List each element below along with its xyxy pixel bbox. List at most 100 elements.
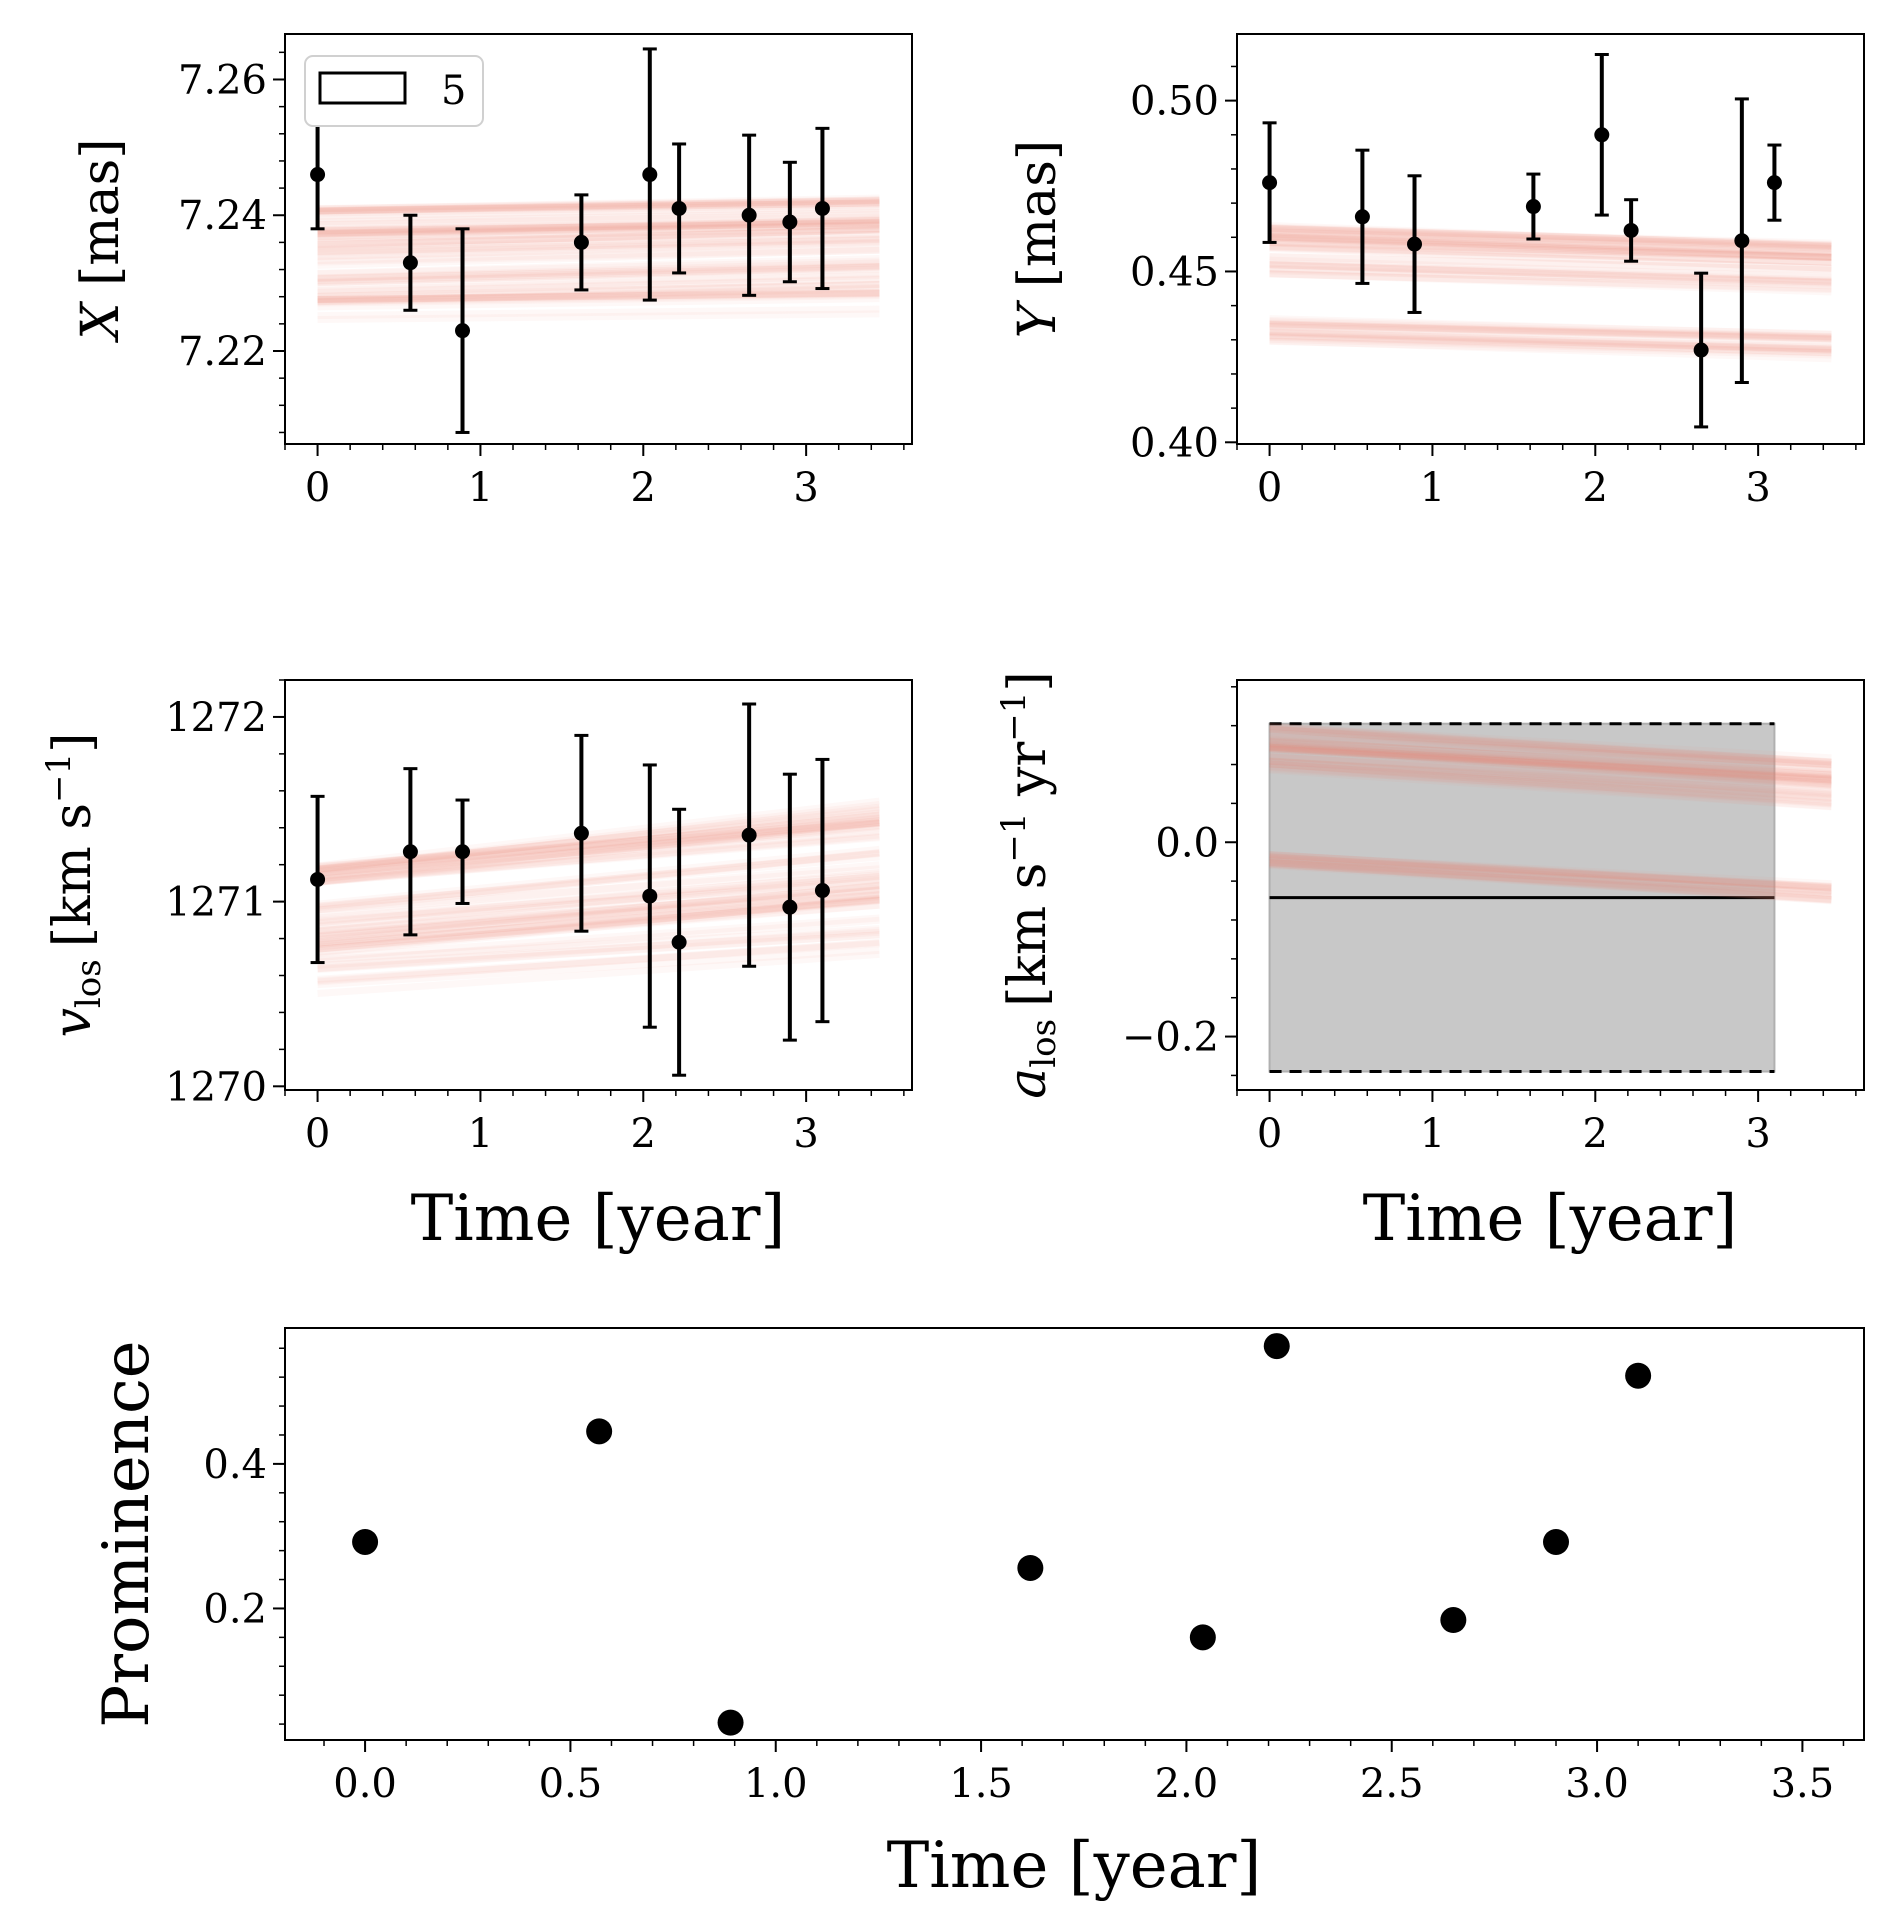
- legend: 5: [304, 55, 484, 127]
- model-lines: [317, 797, 880, 997]
- x-tick-label: 1: [468, 1111, 493, 1157]
- model-line: [1269, 743, 1832, 788]
- model-line: [1269, 765, 1832, 804]
- model-line: [317, 931, 880, 973]
- model-line: [1269, 753, 1832, 790]
- model-line: [1269, 318, 1832, 341]
- model-line: [317, 940, 880, 985]
- model-line: [317, 926, 880, 973]
- model-line: [317, 196, 880, 215]
- x-tick-label: 1: [468, 465, 493, 511]
- data-marker: [1407, 236, 1423, 252]
- model-line: [1269, 752, 1832, 789]
- x-tick-label: 1.0: [744, 1761, 808, 1807]
- x-axis-label: Time [year]: [1363, 1182, 1738, 1256]
- data-point: [310, 794, 326, 965]
- model-line: [1269, 853, 1832, 898]
- model-line: [317, 310, 880, 324]
- model-line: [1269, 740, 1832, 788]
- model-line: [1269, 743, 1832, 784]
- model-line: [1269, 733, 1832, 768]
- model-line: [1269, 859, 1832, 904]
- model-line: [1269, 851, 1832, 888]
- model-line: [1269, 333, 1832, 356]
- model-line: [317, 928, 880, 969]
- panel-x-position: 0 1 2 3 7.22 7.24 7.26 5 X [mas]: [71, 33, 913, 511]
- model-line: [317, 946, 880, 989]
- model-line: [1269, 328, 1832, 351]
- y-tick-label: 7.26: [178, 57, 267, 103]
- model-line: [1269, 853, 1832, 890]
- model-line: [1269, 851, 1832, 892]
- data-point: [1594, 53, 1610, 217]
- data-point: [1623, 198, 1639, 263]
- data-marker: [1623, 222, 1639, 238]
- data-point: [1734, 97, 1750, 384]
- model-line: [1269, 724, 1832, 766]
- model-line: [1269, 738, 1832, 786]
- model-line: [1269, 758, 1832, 799]
- model-line: [1269, 743, 1832, 779]
- model-line: [1269, 760, 1832, 807]
- x-tick-label: 0: [1257, 1111, 1282, 1157]
- model-line: [1269, 331, 1832, 353]
- data-point: [671, 142, 687, 275]
- model-line: [1269, 737, 1832, 777]
- model-line: [1269, 332, 1832, 357]
- panel-line-of-sight-velocity: 0 1 2 3 1270 1271 1272 vlos[km s−1] Time [year…: [39, 679, 913, 1256]
- y-tick-label: 0.45: [1130, 249, 1219, 295]
- model-line: [317, 199, 880, 215]
- model-line: [1269, 329, 1832, 355]
- model-line: [1269, 736, 1832, 779]
- data-marker: [402, 255, 418, 271]
- model-line: [1269, 743, 1832, 790]
- model-line: [1269, 857, 1832, 897]
- data-points: [310, 47, 830, 434]
- x-tick-label: 3: [793, 465, 818, 511]
- data-point: [782, 160, 798, 284]
- y-tick-label: 0.40: [1130, 420, 1219, 466]
- x-tick-label: 1: [1420, 1111, 1445, 1157]
- model-line: [1269, 328, 1832, 353]
- data-marker: [310, 871, 326, 887]
- model-line: [317, 914, 880, 961]
- model-line: [1269, 328, 1832, 354]
- data-point: [1766, 143, 1782, 222]
- data-marker: [1594, 127, 1610, 143]
- model-line: [1269, 760, 1832, 801]
- data-marker: [1693, 342, 1709, 358]
- y-axis-label: Prominence: [90, 1340, 164, 1727]
- model-line: [1269, 851, 1832, 891]
- model-line: [1269, 744, 1832, 784]
- model-line: [1269, 321, 1832, 342]
- data-points: [352, 1333, 1652, 1736]
- model-line: [1269, 752, 1832, 794]
- model-line: [317, 196, 880, 213]
- plot-frame: [284, 33, 913, 445]
- model-line: [1269, 725, 1832, 766]
- panel-prominence: 0.0 0.5 1.0 1.5 2.0 2.5 3.0 3.5 0.2 0.4 Time [yea…: [90, 1327, 1865, 1903]
- data-point: [402, 213, 418, 312]
- model-line: [1269, 732, 1832, 769]
- model-line: [1269, 735, 1832, 781]
- model-line: [317, 938, 880, 986]
- x-tick-label: 3.5: [1771, 1761, 1835, 1807]
- model-line: [317, 197, 880, 213]
- model-line: [317, 199, 880, 215]
- axes: 0 1 2 3 0.40 0.45 0.50: [1130, 33, 1865, 511]
- data-point: [814, 757, 830, 1024]
- x-tick-label: 2.0: [1155, 1761, 1219, 1807]
- data-marker: [1262, 175, 1278, 191]
- data-point: [741, 133, 757, 297]
- model-line: [1269, 858, 1832, 894]
- y-axis-label: alos[km s−1 yr−1]: [994, 671, 1064, 1098]
- data-point: [782, 772, 798, 1042]
- data-point: [671, 807, 687, 1077]
- data-marker: [814, 200, 830, 216]
- data-marker: [573, 825, 589, 841]
- data-marker: [782, 214, 798, 230]
- axes: 0 1 2 3 −0.2 0.0: [1122, 679, 1865, 1157]
- legend-label: 5: [441, 68, 466, 114]
- y-tick-label: 0.2: [203, 1586, 267, 1632]
